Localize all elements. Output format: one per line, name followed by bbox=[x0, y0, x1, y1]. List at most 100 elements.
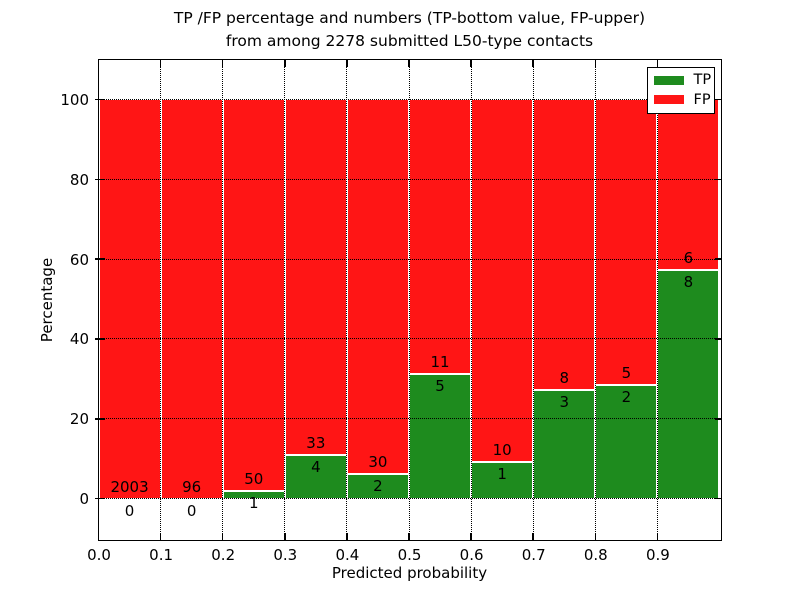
fp-count-label: 96 bbox=[182, 477, 202, 496]
x-tick-label: 0.4 bbox=[335, 546, 360, 564]
tp-count-label: 1 bbox=[248, 493, 259, 512]
fp-bar-segment bbox=[595, 99, 658, 385]
tp-count-label: 0 bbox=[124, 501, 135, 520]
gridline-vertical bbox=[222, 59, 224, 540]
gridline-vertical bbox=[470, 59, 472, 540]
gridline-vertical bbox=[160, 59, 162, 540]
x-tick-label: 0.8 bbox=[583, 546, 608, 564]
gridline-vertical bbox=[408, 59, 410, 540]
fp-bar-segment bbox=[222, 99, 285, 491]
fp-bar-segment bbox=[98, 99, 161, 499]
x-tick-mark bbox=[532, 59, 534, 67]
x-tick-mark bbox=[221, 532, 224, 540]
fp-bar-segment bbox=[657, 99, 720, 271]
x-tick-mark bbox=[97, 59, 100, 67]
gridline-horizontal bbox=[98, 178, 721, 180]
y-tick-mark bbox=[714, 497, 721, 500]
y-tick-mark bbox=[94, 98, 105, 101]
y-tick-mark bbox=[714, 338, 721, 340]
tp-bar-segment bbox=[284, 455, 347, 499]
fp-bar-segment bbox=[160, 99, 223, 499]
chart-title: TP /FP percentage and numbers (TP-bottom… bbox=[99, 7, 720, 53]
y-tick-mark bbox=[94, 178, 105, 180]
fp-bar-segment bbox=[346, 99, 409, 474]
tp-bar-segment bbox=[595, 384, 658, 499]
fp-count-label: 33 bbox=[306, 434, 326, 453]
x-tick-mark bbox=[346, 59, 348, 67]
legend-swatch-fp bbox=[653, 95, 684, 105]
gridline-horizontal bbox=[98, 498, 721, 500]
y-tick-mark bbox=[94, 258, 105, 260]
fp-count-label: 50 bbox=[244, 469, 264, 488]
legend-swatch-tp bbox=[653, 75, 684, 85]
tp-bar-segment bbox=[346, 473, 409, 499]
x-tick-label: 0.6 bbox=[459, 546, 484, 564]
legend-entry: FP bbox=[653, 92, 711, 108]
tp-bar-segment bbox=[657, 270, 720, 499]
gridline-vertical bbox=[594, 59, 596, 540]
plot-area: TP FP 2003 0 96 0 50 1 33 4 30 2 11 5 10 1 8 3 5 2 6 8 bbox=[94, 58, 722, 541]
tp-bar-segment bbox=[222, 490, 285, 499]
tp-count-label: 8 bbox=[683, 273, 694, 292]
x-tick-mark bbox=[594, 532, 597, 540]
x-tick-label: 0.1 bbox=[149, 546, 174, 564]
x-tick-label: 0.2 bbox=[211, 546, 236, 564]
y-tick-mark bbox=[94, 497, 105, 500]
x-tick-mark bbox=[470, 59, 472, 67]
tp-count-label: 0 bbox=[186, 501, 197, 520]
fp-bar-segment bbox=[284, 99, 347, 456]
gridline-vertical bbox=[532, 59, 534, 540]
y-tick-label: 80 bbox=[69, 170, 89, 189]
x-tick-label: 0.0 bbox=[87, 546, 111, 564]
tp-count-label: 3 bbox=[559, 392, 569, 411]
x-tick-mark bbox=[656, 532, 659, 540]
y-tick-mark bbox=[714, 98, 721, 101]
x-tick-mark bbox=[97, 532, 100, 540]
y-tick-mark bbox=[714, 178, 721, 180]
x-tick-mark bbox=[656, 59, 659, 67]
y-tick-mark bbox=[714, 418, 721, 420]
fp-bar-segment bbox=[409, 99, 472, 374]
fp-bar-segment bbox=[471, 99, 534, 463]
x-tick-label: 0.5 bbox=[397, 546, 422, 564]
y-tick-label: 40 bbox=[69, 330, 89, 349]
fp-count-label: 30 bbox=[368, 452, 388, 471]
fp-count-label: 8 bbox=[559, 368, 569, 387]
tp-bar-segment bbox=[533, 389, 596, 499]
gridline-horizontal bbox=[98, 98, 721, 100]
x-tick-mark bbox=[159, 532, 162, 540]
x-tick-mark bbox=[346, 532, 348, 540]
gridline-horizontal bbox=[98, 418, 721, 420]
x-tick-mark bbox=[408, 59, 410, 67]
y-tick-mark bbox=[94, 338, 105, 340]
chart-title-line1: TP /FP percentage and numbers (TP-bottom… bbox=[173, 9, 646, 27]
x-tick-label: 0.7 bbox=[521, 546, 546, 564]
tp-bar-segment bbox=[471, 462, 534, 499]
x-axis-label: Predicted probability bbox=[331, 564, 488, 582]
x-tick-mark bbox=[594, 59, 597, 67]
tp-count-label: 4 bbox=[311, 458, 321, 477]
fp-count-label: 11 bbox=[430, 352, 450, 371]
tp-count-label: 5 bbox=[435, 376, 445, 395]
x-tick-mark bbox=[159, 59, 162, 67]
fp-count-label: 5 bbox=[621, 363, 632, 382]
x-tick-mark bbox=[470, 532, 472, 540]
fp-count-label: 2003 bbox=[110, 477, 149, 496]
gridline-vertical bbox=[284, 59, 286, 540]
y-tick-mark bbox=[714, 258, 721, 260]
x-tick-mark bbox=[284, 532, 286, 540]
x-tick-mark bbox=[221, 59, 224, 67]
y-tick-label: 20 bbox=[69, 410, 89, 429]
x-tick-mark bbox=[408, 532, 410, 540]
tp-count-label: 1 bbox=[497, 465, 507, 484]
chart-title-line2: from among 2278 submitted L50-type conta… bbox=[225, 32, 594, 50]
gridline-vertical bbox=[346, 59, 348, 540]
tp-bar-segment bbox=[409, 373, 472, 499]
x-tick-mark bbox=[284, 59, 286, 67]
y-tick-label: 60 bbox=[69, 250, 89, 269]
x-tick-mark bbox=[532, 532, 534, 540]
fp-bar-segment bbox=[533, 99, 596, 390]
y-tick-label: 0 bbox=[79, 490, 89, 509]
x-tick-label: 0.9 bbox=[645, 546, 670, 564]
